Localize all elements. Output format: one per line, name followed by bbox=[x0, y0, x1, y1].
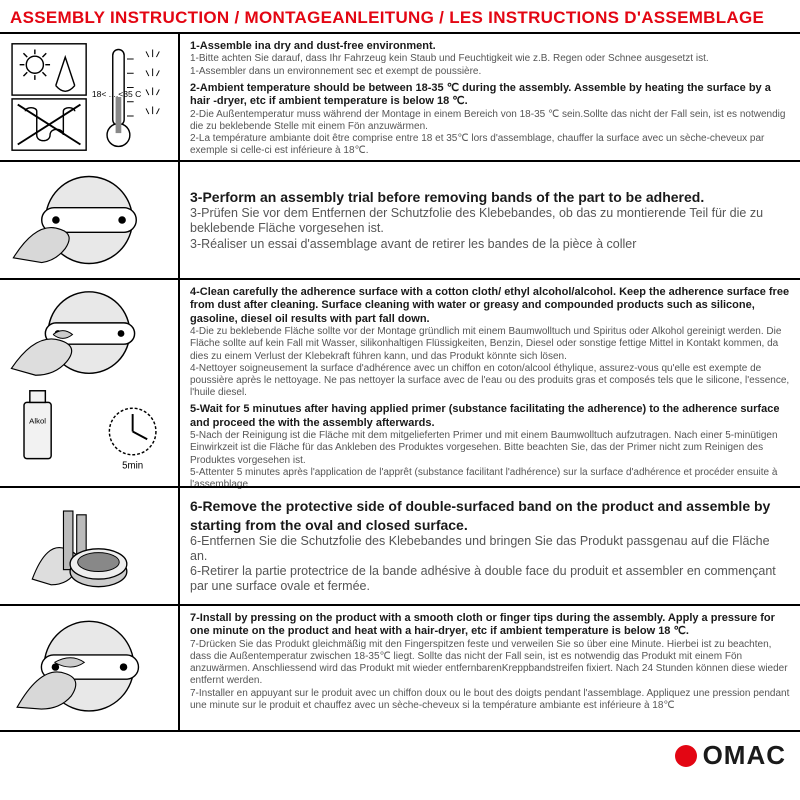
step5-en: 5-Wait for 5 minutues after having appli… bbox=[190, 403, 790, 430]
step-row-1: 18< ....<35 C 1-Assemble ina dry and dus… bbox=[0, 32, 800, 160]
illustration-3: Alkol 5min bbox=[0, 280, 180, 486]
step4-fr: 4-Nettoyer soigneusement la surface d'ad… bbox=[190, 363, 790, 400]
illustration-1: 18< ....<35 C bbox=[0, 34, 180, 160]
step2-de: 2-Die Außentemperatur muss während der M… bbox=[190, 109, 790, 133]
step6-de: 6-Entfernen Sie die Schutzfolie des Kleb… bbox=[190, 534, 790, 565]
step-text-7: 7-Install by pressing on the product wit… bbox=[180, 606, 800, 730]
step5-de: 5-Nach der Reinigung ist die Fläche mit … bbox=[190, 430, 790, 467]
footer: OMAC bbox=[0, 732, 800, 771]
step4-en: 4-Clean carefully the adherence surface … bbox=[190, 286, 790, 326]
step7-en: 7-Install by pressing on the product wit… bbox=[190, 612, 790, 639]
step-text-4-5: 4-Clean carefully the adherence surface … bbox=[180, 280, 800, 486]
step-text-6: 6-Remove the protective side of double-s… bbox=[180, 488, 800, 604]
step-row-4: 6-Remove the protective side of double-s… bbox=[0, 486, 800, 604]
illustration-2 bbox=[0, 162, 180, 278]
step7-fr: 7-Installer en appuyant sur le produit a… bbox=[190, 688, 790, 712]
step2-en: 2-Ambient temperature should be between … bbox=[190, 82, 790, 109]
step3-en: 3-Perform an assembly trial before remov… bbox=[190, 188, 790, 206]
illustration-5 bbox=[0, 606, 180, 730]
page-title: ASSEMBLY INSTRUCTION / MONTAGEANLEITUNG … bbox=[0, 0, 800, 32]
step4-de: 4-Die zu beklebende Fläche sollte vor de… bbox=[190, 326, 790, 363]
step3-de: 3-Prüfen Sie vor dem Entfernen der Schut… bbox=[190, 206, 790, 237]
step-row-5: 7-Install by pressing on the product wit… bbox=[0, 604, 800, 732]
illustration-4 bbox=[0, 488, 180, 604]
brand-logo: OMAC bbox=[675, 740, 786, 771]
step1-en: 1-Assemble ina dry and dust-free environ… bbox=[190, 40, 790, 53]
step6-en: 6-Remove the protective side of double-s… bbox=[190, 497, 790, 533]
step2-fr: 2-La température ambiante doit être comp… bbox=[190, 133, 790, 157]
step1-fr: 1-Assembler dans un environnement sec et… bbox=[190, 66, 790, 78]
brand-dot-icon bbox=[675, 745, 697, 767]
step1-de: 1-Bitte achten Sie darauf, dass Ihr Fahr… bbox=[190, 53, 790, 65]
svg-text:Alkol: Alkol bbox=[29, 417, 46, 426]
brand-text: OMAC bbox=[703, 740, 786, 771]
step-text-1-2: 1-Assemble ina dry and dust-free environ… bbox=[180, 34, 800, 160]
step-row-3: Alkol 5min 4-Clean carefully the adheren… bbox=[0, 278, 800, 486]
step6-fr: 6-Retirer la partie protectrice de la ba… bbox=[190, 564, 790, 595]
step-text-3: 3-Perform an assembly trial before remov… bbox=[180, 162, 800, 278]
svg-text:5min: 5min bbox=[122, 460, 143, 471]
step7-de: 7-Drücken Sie das Produkt gleichmäßig mi… bbox=[190, 639, 790, 688]
step-row-2: 3-Perform an assembly trial before remov… bbox=[0, 160, 800, 278]
svg-text:18< ....<35 C: 18< ....<35 C bbox=[92, 89, 141, 99]
instruction-rows: 18< ....<35 C 1-Assemble ina dry and dus… bbox=[0, 32, 800, 732]
step3-fr: 3-Réaliser un essai d'assemblage avant d… bbox=[190, 237, 790, 252]
